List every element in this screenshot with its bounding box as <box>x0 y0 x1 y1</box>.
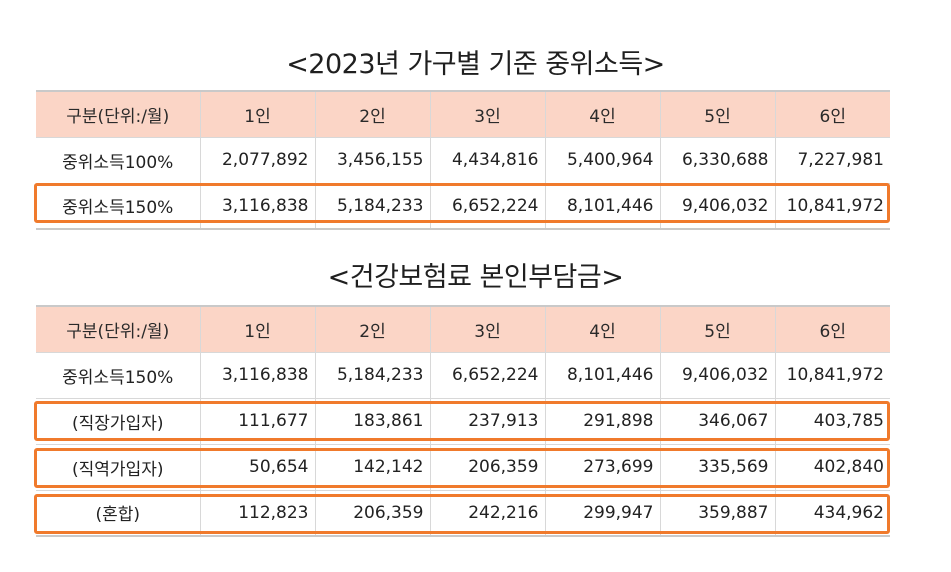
table-cell: 291,898 <box>544 397 660 444</box>
header-cell: 2인 <box>314 305 430 352</box>
header-cell: 6인 <box>774 90 890 137</box>
header-cell: 구분(단위:/월) <box>36 90 200 137</box>
table-cell: 9,406,032 <box>659 351 775 398</box>
table-cell: 9,406,032 <box>659 182 775 230</box>
table-cell: 402,840 <box>774 443 890 490</box>
table-cell: 6,652,224 <box>429 182 545 230</box>
table-cell: 3,456,155 <box>314 136 430 183</box>
table-cell: 403,785 <box>774 397 890 444</box>
table-cell: 434,962 <box>774 489 890 537</box>
row-label: 중위소득150% <box>36 351 200 398</box>
table-row: (혼합) 112,823 206,359 242,216 299,947 359… <box>36 489 890 537</box>
row-label: (직역가입자) <box>36 443 200 490</box>
row-label: (혼합) <box>36 489 200 537</box>
table-cell: 111,677 <box>199 397 315 444</box>
table-row: 중위소득150% 3,116,838 5,184,233 6,652,224 8… <box>36 182 890 230</box>
median-income-title: <2023년 가구별 기준 중위소득> <box>286 49 665 80</box>
header-cell: 1인 <box>199 305 315 352</box>
row-label: (직장가입자) <box>36 397 200 444</box>
header-cell: 4인 <box>544 90 660 137</box>
table-cell: 273,699 <box>544 443 660 490</box>
table-cell: 335,569 <box>659 443 775 490</box>
table-row: 중위소득100% 2,077,892 3,456,155 4,434,816 5… <box>36 136 890 183</box>
table-cell: 5,400,964 <box>544 136 660 183</box>
table-cell: 206,359 <box>429 443 545 490</box>
row-label: 중위소득150% <box>36 182 200 230</box>
table-cell: 3,116,838 <box>199 182 315 230</box>
header-cell: 구분(단위:/월) <box>36 305 200 352</box>
table-row: (직장가입자) 111,677 183,861 237,913 291,898 … <box>36 397 890 444</box>
header-cell: 5인 <box>659 305 775 352</box>
header-cell: 1인 <box>199 90 315 137</box>
table-cell: 4,434,816 <box>429 136 545 183</box>
table-cell: 8,101,446 <box>544 182 660 230</box>
table-cell: 5,184,233 <box>314 182 430 230</box>
table-cell: 5,184,233 <box>314 351 430 398</box>
table-cell: 183,861 <box>314 397 430 444</box>
table-cell: 237,913 <box>429 397 545 444</box>
insurance-copay-title: <건강보험료 본인부담금> <box>327 262 624 293</box>
table-cell: 50,654 <box>199 443 315 490</box>
table-cell: 3,116,838 <box>199 351 315 398</box>
table-cell: 242,216 <box>429 489 545 537</box>
table-cell: 142,142 <box>314 443 430 490</box>
table-header-row: 구분(단위:/월) 1인 2인 3인 4인 5인 6인 <box>36 90 890 137</box>
table-cell: 8,101,446 <box>544 351 660 398</box>
table-header-row: 구분(단위:/월) 1인 2인 3인 4인 5인 6인 <box>36 305 890 352</box>
row-label: 중위소득100% <box>36 136 200 183</box>
header-cell: 5인 <box>659 90 775 137</box>
table-cell: 206,359 <box>314 489 430 537</box>
table-cell: 6,652,224 <box>429 351 545 398</box>
table-row: 중위소득150% 3,116,838 5,184,233 6,652,224 8… <box>36 351 890 398</box>
table-cell: 299,947 <box>544 489 660 537</box>
table-cell: 7,227,981 <box>774 136 890 183</box>
table-cell: 6,330,688 <box>659 136 775 183</box>
table-cell: 359,887 <box>659 489 775 537</box>
table-cell: 346,067 <box>659 397 775 444</box>
median-income-table: 구분(단위:/월) 1인 2인 3인 4인 5인 6인 중위소득100% 2,0… <box>36 90 890 230</box>
table-cell: 10,841,972 <box>774 351 890 398</box>
header-cell: 3인 <box>429 90 545 137</box>
header-cell: 2인 <box>314 90 430 137</box>
table-cell: 2,077,892 <box>199 136 315 183</box>
table-cell: 10,841,972 <box>774 182 890 230</box>
header-cell: 4인 <box>544 305 660 352</box>
header-cell: 3인 <box>429 305 545 352</box>
table-cell: 112,823 <box>199 489 315 537</box>
header-cell: 6인 <box>774 305 890 352</box>
table-row: (직역가입자) 50,654 142,142 206,359 273,699 3… <box>36 443 890 490</box>
insurance-copay-table: 구분(단위:/월) 1인 2인 3인 4인 5인 6인 중위소득150% 3,1… <box>36 305 890 537</box>
